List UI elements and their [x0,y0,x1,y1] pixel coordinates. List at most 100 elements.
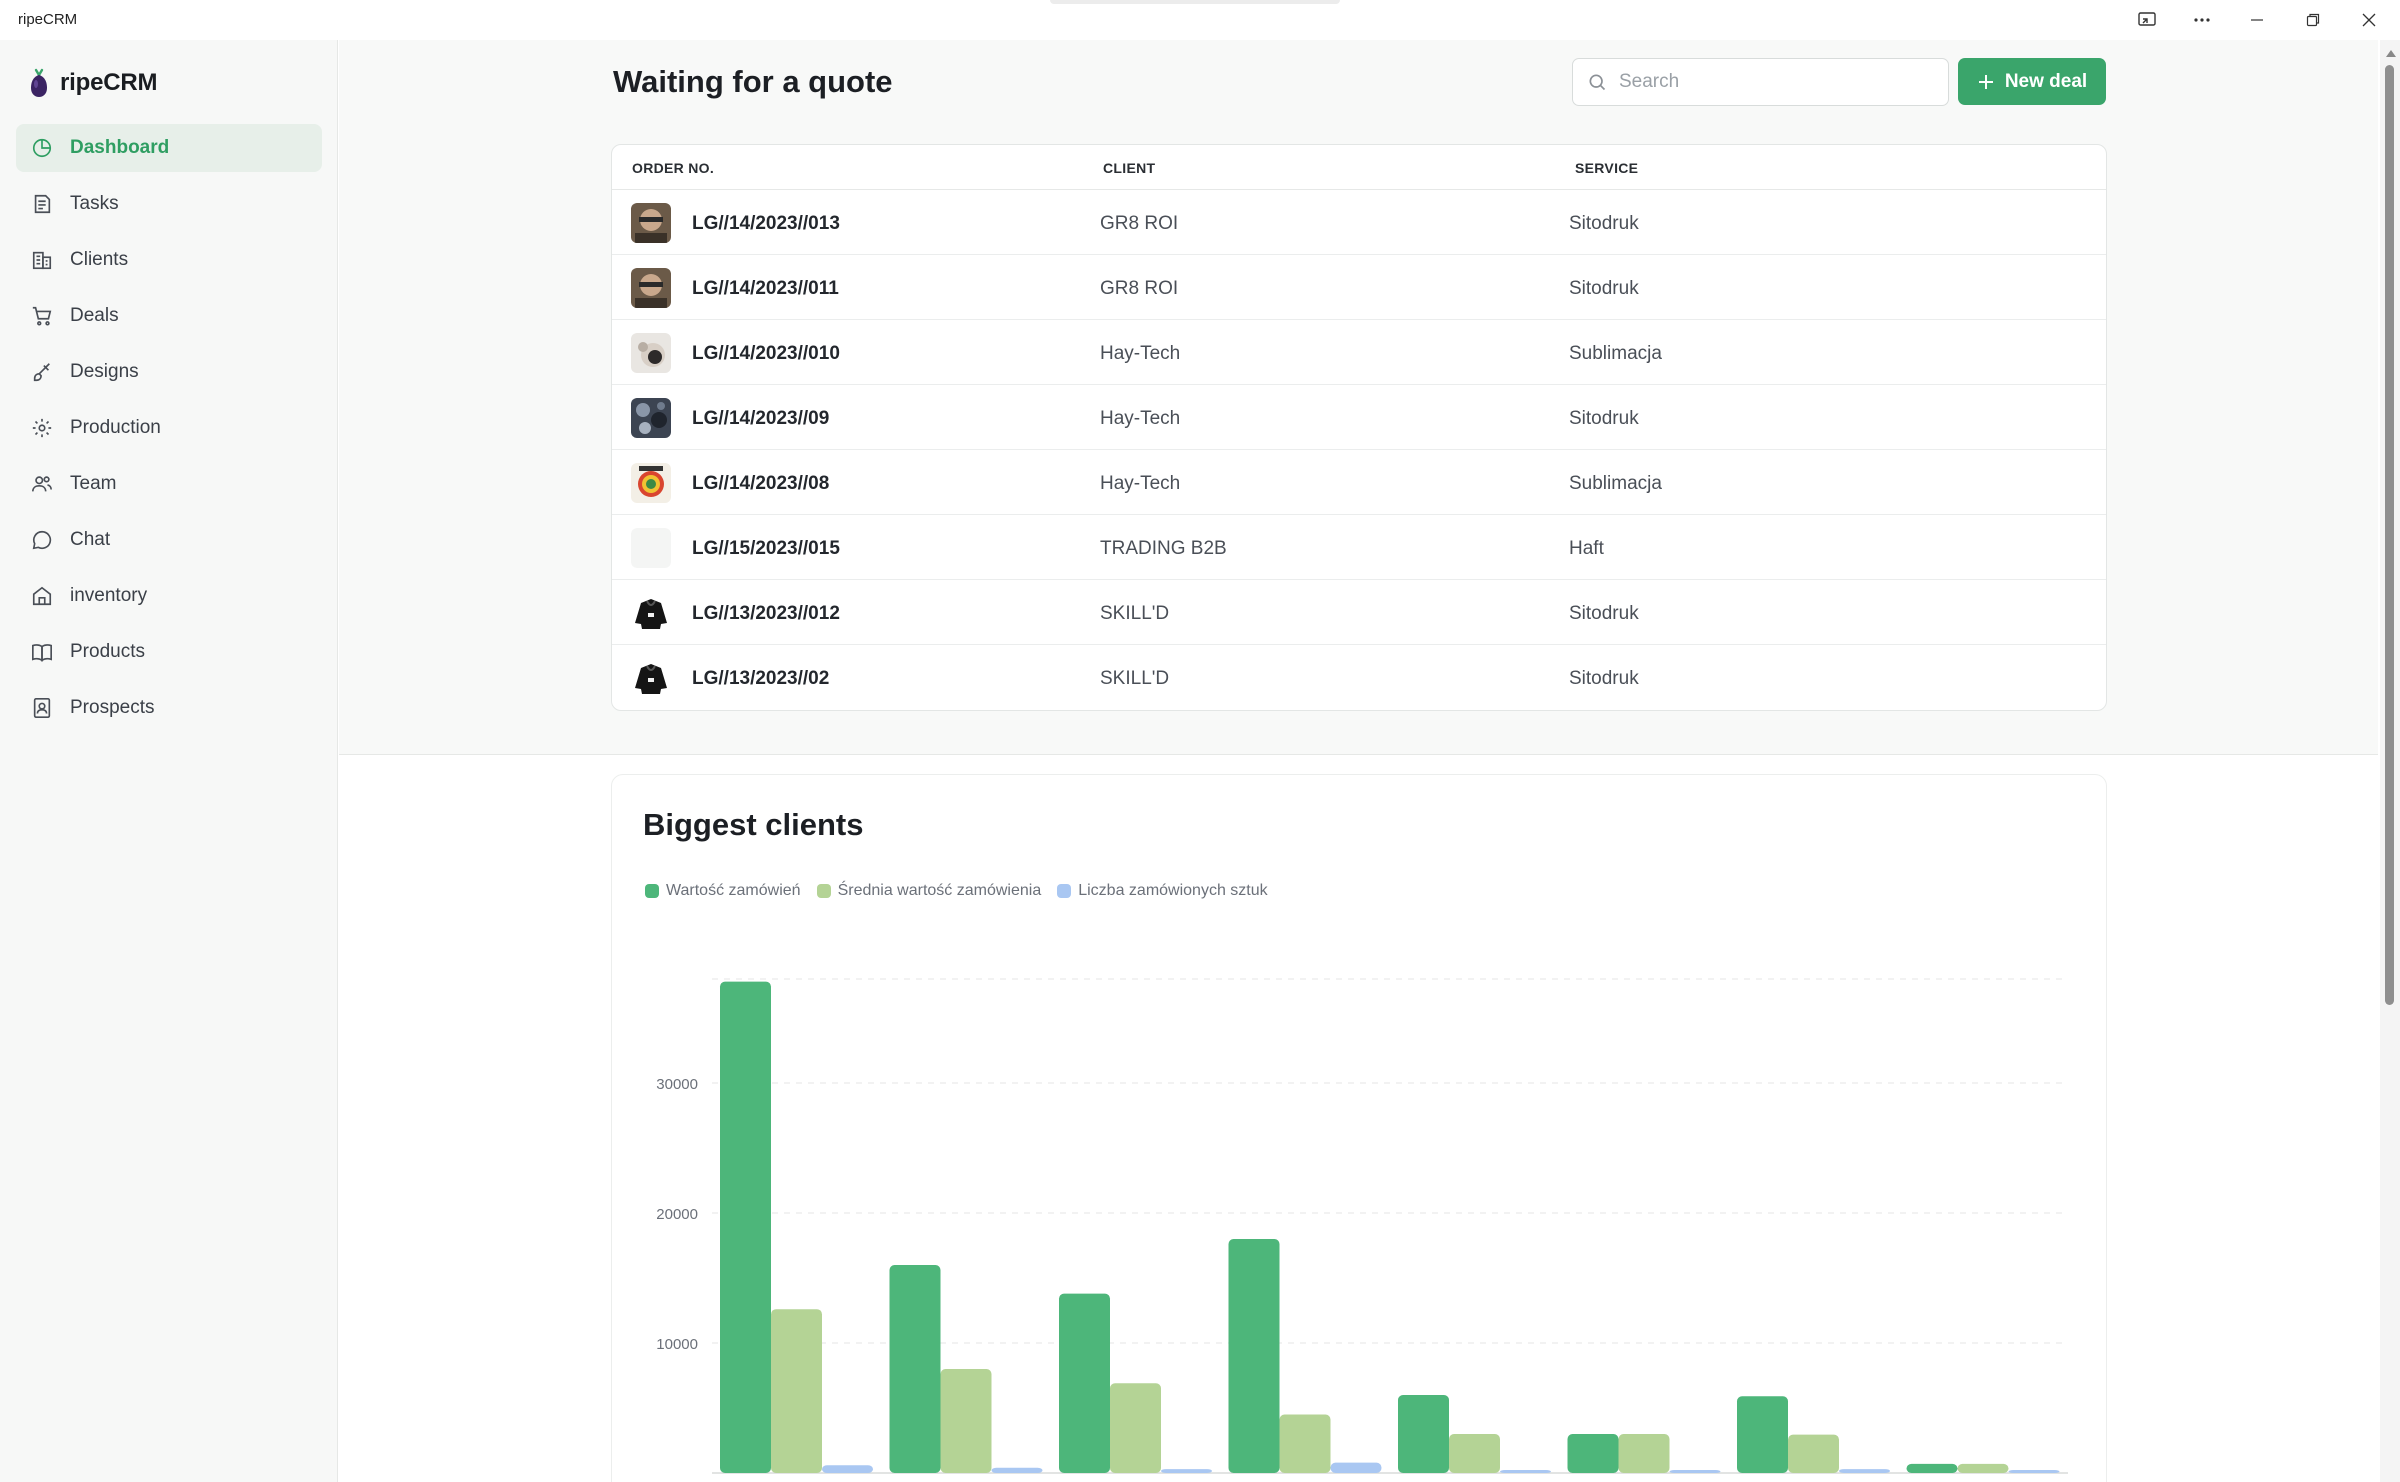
quotes-section: Waiting for a quote New deal ORDER NO. C… [339,40,2378,755]
book-icon [30,640,54,664]
new-deal-button[interactable]: New deal [1958,58,2106,105]
cast-icon[interactable] [2119,0,2175,40]
table-row[interactable]: LG//14/2023//011 GR8 ROI Sitodruk [612,255,2106,320]
service-name: Sitodruk [1569,603,1639,624]
sidebar-item-inventory[interactable]: inventory [16,572,322,620]
sidebar: ripeCRM Dashboard Tasks Clients Deals De… [0,40,338,1482]
sidebar-item-label: Team [70,473,117,494]
sidebar-item-deals[interactable]: Deals [16,292,322,340]
warehouse-icon [30,584,54,608]
sidebar-item-designs[interactable]: Designs [16,348,322,396]
legend-label: Liczba zamówionych sztuk [1078,882,1268,899]
order-number: LG//14/2023//09 [692,408,830,429]
sidebar-item-label: Designs [70,361,139,382]
search-box[interactable] [1572,58,1949,106]
tasks-icon [30,192,54,216]
orders-table: ORDER NO. CLIENT SERVICE LG//14/2023//01… [611,144,2107,711]
order-number: LG//13/2023//012 [692,603,840,624]
order-number: LG//15/2023//015 [692,538,840,559]
order-thumbnail [631,398,671,438]
bar [1449,1434,1500,1473]
table-row[interactable]: LG//14/2023//09 Hay-Tech Sitodruk [612,385,2106,450]
more-options-icon[interactable] [2174,0,2230,40]
sidebar-item-tasks[interactable]: Tasks [16,180,322,228]
sidebar-item-label: Prospects [70,697,155,718]
sidebar-item-chat[interactable]: Chat [16,516,322,564]
sidebar-item-label: Dashboard [70,137,170,158]
order-number: LG//14/2023//08 [692,473,830,494]
table-row[interactable]: LG//14/2023//08 Hay-Tech Sublimacja [612,450,2106,515]
sidebar-item-label: Products [70,641,145,662]
scroll-up-arrow-icon[interactable] [2386,50,2396,57]
column-header-service[interactable]: SERVICE [1575,160,1639,176]
y-tick-label: 20000 [656,1206,698,1223]
sidebar-item-production[interactable]: Production [16,404,322,452]
client-name: GR8 ROI [1100,278,1179,299]
service-name: Sitodruk [1569,278,1639,299]
clients-icon [30,248,54,272]
sidebar-item-label: inventory [70,585,148,606]
brand[interactable]: ripeCRM [28,68,157,98]
ripecrm-logo-icon [31,68,47,97]
legend-item[interactable]: Wartość zamówień [645,882,801,900]
legend-swatch [645,884,659,898]
column-header-client[interactable]: CLIENT [1103,160,1156,176]
sidebar-item-label: Tasks [70,193,119,214]
legend-swatch [1057,884,1072,898]
sidebar-item-dashboard[interactable]: Dashboard [16,124,322,172]
bar [1330,1462,1382,1473]
table-row[interactable]: LG//13/2023//012 SKILL'D Sitodruk [612,580,2106,645]
close-icon[interactable] [2341,0,2397,40]
new-deal-label: New deal [2004,70,2088,92]
client-name: SKILL'D [1100,668,1170,689]
contact-icon [30,696,54,720]
order-number: LG//13/2023//02 [692,668,830,689]
bar [889,1265,941,1473]
bar [1788,1434,1839,1473]
bar [771,1309,822,1473]
drag-handle[interactable] [1050,0,1340,4]
title-bar: ripeCRM [0,0,2400,40]
sidebar-item-clients[interactable]: Clients [16,236,322,284]
vertical-scrollbar[interactable] [2380,40,2400,1482]
table-row[interactable]: LG//14/2023//013 GR8 ROI Sitodruk [612,190,2106,255]
table-row[interactable]: LG//13/2023//02 SKILL'D Sitodruk [612,645,2106,710]
chart-title: Biggest clients [643,807,864,842]
order-thumbnail [631,463,671,503]
chat-icon [30,528,54,552]
bar [1110,1383,1161,1473]
biggest-clients-chart: 100002000030000Hay-TechSKILL'DWeDooGR8 R… [656,978,2068,1474]
client-name: Hay-Tech [1100,408,1181,429]
service-name: Haft [1569,538,1604,559]
biggest-clients-card: 100002000030000Hay-TechSKILL'DWeDooGR8 R… [611,774,2107,1482]
minimize-icon[interactable] [2229,0,2285,40]
sidebar-item-products[interactable]: Products [16,628,322,676]
legend-item[interactable]: Liczba zamówionych sztuk [1057,882,1268,900]
column-header-order[interactable]: ORDER NO. [632,160,715,176]
sidebar-item-label: Production [70,417,161,438]
table-header: ORDER NO. CLIENT SERVICE [612,145,2106,190]
team-icon [30,472,54,496]
bar [1669,1470,1721,1473]
client-name: Hay-Tech [1100,343,1181,364]
order-thumbnail [631,658,671,698]
service-name: Sitodruk [1569,668,1639,689]
scroll-thumb[interactable] [2385,65,2394,1005]
restore-icon[interactable] [2285,0,2341,40]
sidebar-item-prospects[interactable]: Prospects [16,684,322,732]
bar [1161,1469,1212,1473]
order-number: LG//14/2023//013 [692,213,840,234]
bar [940,1369,992,1473]
table-row[interactable]: LG//15/2023//015 TRADING B2B Haft [612,515,2106,580]
table-row[interactable]: LG//14/2023//010 Hay-Tech Sublimacja [612,320,2106,385]
client-name: Hay-Tech [1100,473,1181,494]
sidebar-item-team[interactable]: Team [16,460,322,508]
bar [1228,1239,1280,1473]
legend-item[interactable]: Średnia wartość zamówienia [816,882,1042,900]
bar [720,981,771,1473]
service-name: Sublimacja [1569,343,1662,364]
order-thumbnail [631,268,671,308]
search-input[interactable] [1619,71,1919,93]
gear-icon [30,416,54,440]
legend-label: Średnia wartość zamówienia [837,882,1042,899]
